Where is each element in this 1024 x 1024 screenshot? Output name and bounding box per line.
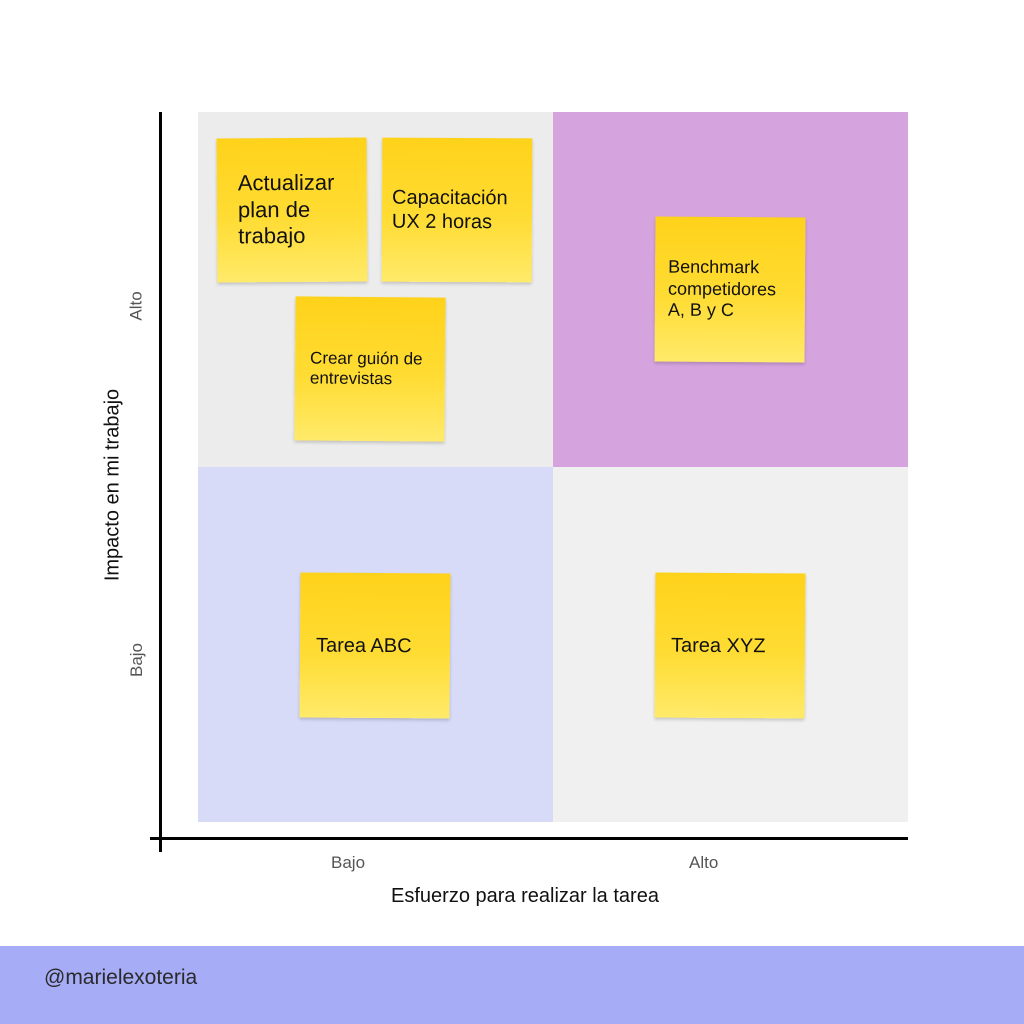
sticky-note-tarea-abc[interactable]: Tarea ABC [299,572,451,719]
sticky-note-actualizar[interactable]: Actualizar plan de trabajo [216,137,368,283]
x-axis-title: Esfuerzo para realizar la tarea [391,885,659,907]
y-axis-title: Impacto en mi trabajo [101,388,124,582]
author-handle: @marielexoteria [44,966,198,989]
footer-bar: @marielexoteria [0,946,1024,1024]
sticky-note-capacitacion[interactable]: Capacitación UX 2 horas [381,137,533,283]
note-text: Capacitación UX 2 horas [391,186,508,234]
x-tick-alto: Alto [689,853,719,872]
note-text: Tarea XYZ [670,634,766,657]
note-text: Benchmark competidores A, B y C [667,256,777,321]
sticky-note-benchmark[interactable]: Benchmark competidores A, B y C [654,216,806,363]
x-tick-bajo: Bajo [331,853,366,872]
sticky-note-tarea-xyz[interactable]: Tarea XYZ [654,572,806,719]
note-text: Actualizar plan de trabajo [237,170,335,249]
note-text: Crear guión de entrevistas [309,348,423,389]
note-text: Tarea ABC [315,634,412,657]
y-axis-line [159,112,162,852]
y-tick-alto: Alto [126,291,146,321]
x-axis-line [150,837,908,840]
sticky-note-guion[interactable]: Crear guión de entrevistas [294,296,446,442]
y-tick-bajo: Bajo [127,642,147,678]
